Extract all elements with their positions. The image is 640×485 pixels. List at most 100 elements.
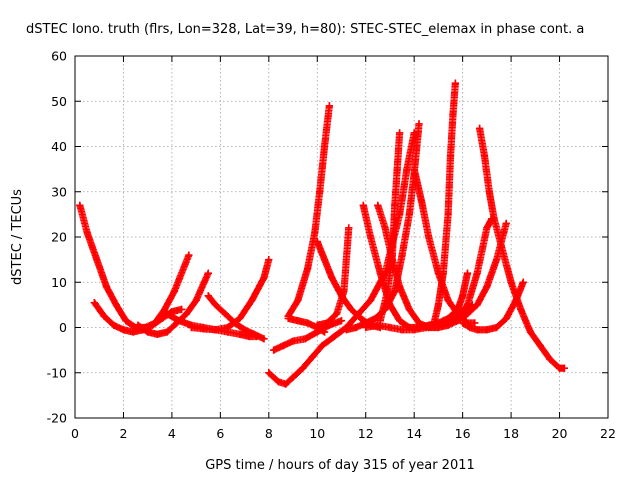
series-5: [187, 256, 273, 334]
data-point: [185, 251, 193, 259]
y-tick-label: 50: [51, 94, 67, 109]
x-tick-label: 14: [406, 426, 422, 441]
data-point: [337, 317, 346, 325]
data-point: [439, 269, 447, 277]
series-20: [475, 124, 568, 372]
data-point: [396, 317, 404, 325]
data-point: [236, 330, 244, 338]
data-point: [144, 328, 152, 336]
data-point: [454, 314, 462, 323]
data-point: [490, 215, 498, 223]
data-point: [444, 210, 452, 218]
series-2: [134, 269, 212, 338]
data-point: [158, 314, 166, 323]
data-point: [163, 328, 171, 336]
data-point: [333, 310, 341, 318]
series-6: [270, 317, 346, 354]
y-tick-label: 60: [51, 49, 67, 64]
data-point: [236, 314, 244, 323]
data-point: [391, 287, 399, 295]
data-point: [178, 305, 186, 313]
data-point: [388, 251, 396, 259]
y-tick-label: -10: [47, 365, 67, 380]
data-point: [110, 321, 118, 329]
data-point: [90, 299, 98, 307]
data-layer: [76, 79, 568, 388]
data-point: [391, 201, 399, 209]
data-point: [446, 317, 455, 325]
data-point: [422, 323, 430, 332]
data-point: [289, 337, 297, 345]
data-point: [374, 201, 382, 209]
data-point: [415, 120, 423, 128]
data-point: [386, 323, 394, 332]
data-point: [270, 346, 278, 354]
data-point: [376, 269, 384, 277]
data-point: [485, 188, 493, 196]
data-point: [410, 326, 418, 334]
data-point: [342, 326, 350, 334]
data-point: [320, 256, 329, 264]
data-point: [323, 319, 331, 327]
data-point: [451, 79, 459, 87]
data-point: [224, 323, 232, 332]
data-point: [102, 283, 111, 291]
data-point: [429, 321, 438, 329]
data-point: [221, 310, 229, 318]
series-19: [454, 215, 496, 323]
data-point: [93, 256, 101, 264]
data-point: [294, 296, 302, 304]
data-point: [396, 283, 404, 291]
data-point: [463, 301, 472, 309]
x-tick-label: 4: [168, 426, 176, 441]
data-point: [357, 314, 365, 323]
series-18: [429, 79, 459, 329]
data-point: [519, 278, 527, 286]
series-10: [313, 224, 353, 329]
x-tick-label: 6: [216, 426, 224, 441]
y-tick-label: -20: [47, 411, 67, 426]
x-tick-label: 20: [552, 426, 568, 441]
data-point: [497, 242, 505, 250]
data-point: [122, 317, 130, 325]
data-point: [492, 323, 501, 332]
data-point: [170, 287, 178, 295]
data-point: [260, 274, 268, 282]
data-point: [76, 201, 84, 209]
series-12: [342, 120, 423, 334]
data-point: [328, 274, 336, 282]
data-point: [279, 342, 287, 350]
data-point: [463, 269, 472, 277]
chart-title: dSTEC Iono. truth (flrs, Lon=328, Lat=39…: [26, 22, 584, 37]
data-point: [187, 323, 195, 332]
data-point: [398, 251, 406, 259]
data-point: [473, 269, 481, 277]
data-point: [480, 151, 489, 160]
data-point: [129, 328, 137, 336]
data-point: [119, 326, 128, 334]
data-point: [374, 321, 382, 329]
data-point: [325, 102, 333, 110]
data-point: [204, 292, 212, 300]
data-point: [546, 355, 554, 363]
data-point: [410, 165, 418, 173]
data-point: [274, 378, 283, 386]
data-point: [403, 165, 411, 173]
data-point: [560, 364, 568, 372]
data-point: [112, 301, 120, 309]
data-point: [507, 278, 515, 286]
data-point: [371, 314, 380, 323]
data-point: [483, 283, 491, 291]
data-point: [199, 325, 208, 333]
data-point: [148, 321, 157, 329]
data-point: [316, 188, 324, 196]
data-point: [211, 301, 220, 309]
data-point: [466, 323, 474, 332]
data-point: [444, 296, 452, 304]
data-point: [175, 317, 183, 325]
grid-layer: [75, 56, 608, 418]
data-point: [483, 326, 491, 334]
series-9: [284, 102, 333, 320]
